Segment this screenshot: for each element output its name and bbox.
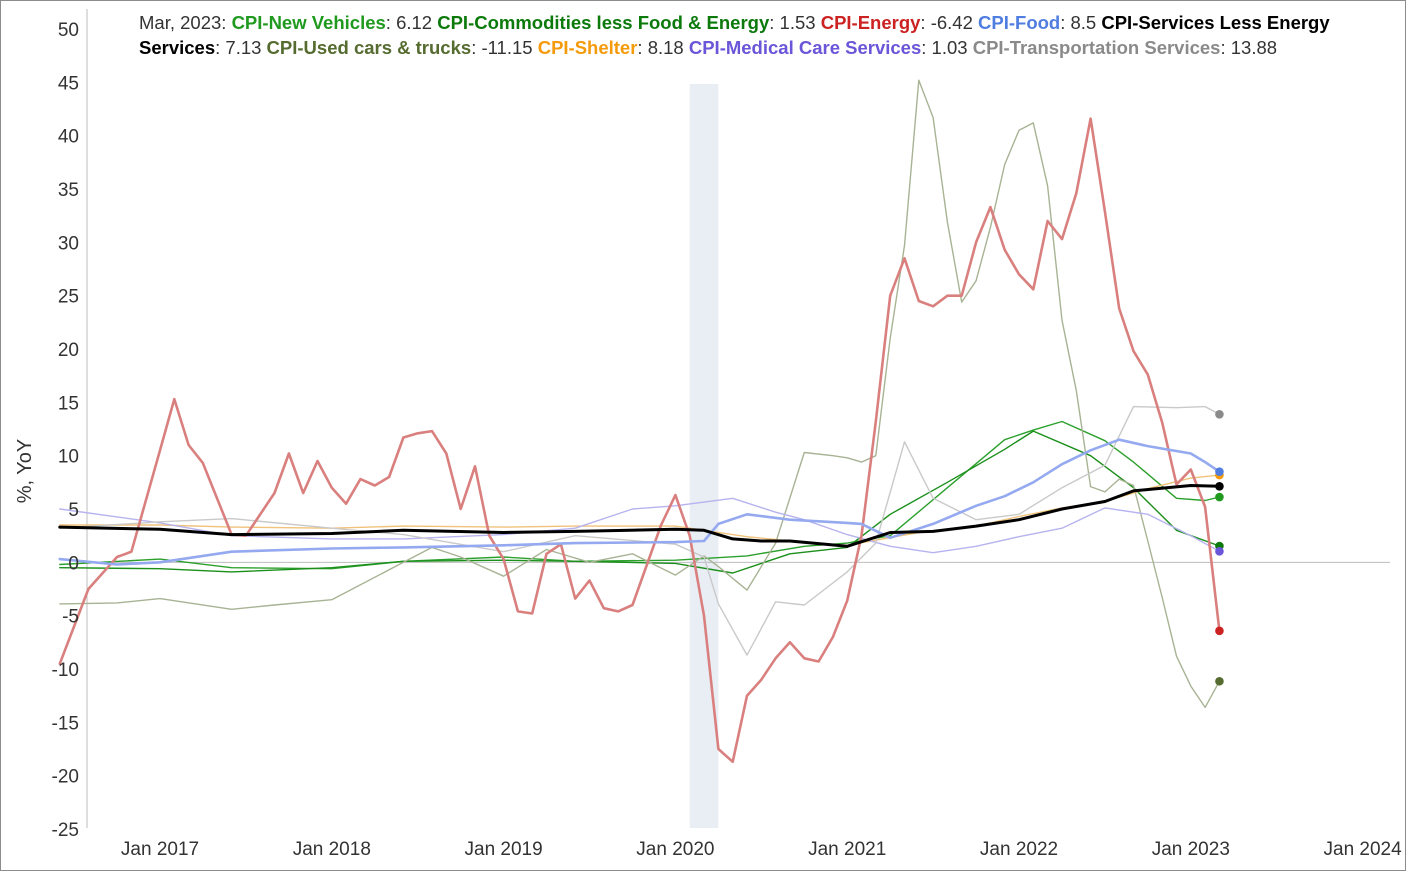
y-tick-label: -15 <box>52 713 79 734</box>
series-line <box>59 79 1221 709</box>
series-end-marker <box>1215 676 1224 686</box>
y-tick-label: -25 <box>52 820 79 841</box>
x-tick-label: Jan 2017 <box>121 839 199 860</box>
legend-series-value: : 1.53 <box>769 12 816 33</box>
x-tick-label: Jan 2020 <box>636 839 714 860</box>
legend-items: CPI-New Vehicles: 6.12 CPI-Commodities l… <box>139 12 1330 58</box>
x-tick-label: Jan 2019 <box>465 839 543 860</box>
series-line <box>59 430 1221 574</box>
x-tick-label: Jan 2018 <box>293 839 371 860</box>
legend-series-value: : 1.03 <box>921 37 968 58</box>
legend-series-name: CPI-Medical Care Services <box>683 37 922 58</box>
y-tick-label: 40 <box>58 127 79 148</box>
x-tick-label: Jan 2023 <box>1152 839 1230 860</box>
legend-series-value: : -6.42 <box>920 12 973 33</box>
legend-series-name: CPI-Food <box>972 12 1061 33</box>
x-tick-labels: Jan 2017 Jan 2018 Jan 2019 Jan 2020 Jan 2021… <box>121 839 1402 860</box>
series-line <box>58 484 1221 548</box>
y-tick-label: -10 <box>52 660 79 681</box>
series-line <box>59 420 1221 570</box>
series-end-marker <box>1215 492 1224 502</box>
legend-series-value: : 13.88 <box>1220 37 1278 58</box>
x-tick-label: Jan 2024 <box>1324 839 1403 860</box>
legend-series-name: CPI-Shelter <box>532 37 638 58</box>
legend-series-name: CPI-Commodities less Food & Energy <box>432 12 770 33</box>
legend-date: Mar, 2023: <box>139 12 227 33</box>
x-tick-label: Jan 2021 <box>808 839 886 860</box>
end-markers-layer <box>1215 409 1224 686</box>
series-layer <box>58 79 1221 764</box>
y-tick-label: 30 <box>58 233 79 254</box>
y-tick-label: 10 <box>58 447 79 468</box>
y-tick-label: 35 <box>58 180 79 201</box>
legend-series-name: CPI-Transportation Services <box>967 37 1221 58</box>
legend-series-name: CPI-Services Less Energy Services <box>139 12 1330 58</box>
legend-series-value: : 8.18 <box>637 37 684 58</box>
series-end-marker <box>1215 547 1224 556</box>
y-tick-label: -5 <box>62 607 79 628</box>
series-end-marker <box>1215 409 1224 419</box>
y-tick-label: 0 <box>68 553 79 574</box>
y-tick-label: 45 <box>58 73 79 94</box>
y-tick-label: -20 <box>52 767 79 788</box>
series-end-marker <box>1215 626 1224 636</box>
y-tick-label: 20 <box>58 340 79 361</box>
x-tick-label: Jan 2022 <box>980 839 1058 860</box>
legend-series-value: : 8.5 <box>1060 12 1097 33</box>
y-tick-label: 15 <box>58 393 79 414</box>
legend-series-name: CPI-New Vehicles <box>231 12 386 33</box>
y-axis-label: %, YoY <box>14 439 36 504</box>
series-end-marker <box>1215 467 1224 476</box>
series-end-marker <box>1215 481 1224 491</box>
legend-series-value: : 6.12 <box>385 12 433 33</box>
axis-lines-layer <box>86 9 1390 828</box>
series-line <box>58 117 1221 764</box>
y-tick-label: 50 <box>58 20 79 41</box>
y-tick-label: 25 <box>58 287 79 308</box>
hover-legend: Mar, 2023: CPI-New Vehicles: 6.12 CPI-Co… <box>139 10 1339 60</box>
legend-series-name: CPI-Energy <box>815 12 921 33</box>
series-line <box>59 405 1221 656</box>
legend-series-name: CPI-Used cars & trucks <box>261 37 472 58</box>
legend-series-value: : 7.13 <box>215 37 262 58</box>
series-line <box>59 497 1221 554</box>
series-line <box>58 438 1221 566</box>
legend-series-value: : -11.15 <box>471 37 533 58</box>
y-tick-label: 5 <box>68 500 79 521</box>
